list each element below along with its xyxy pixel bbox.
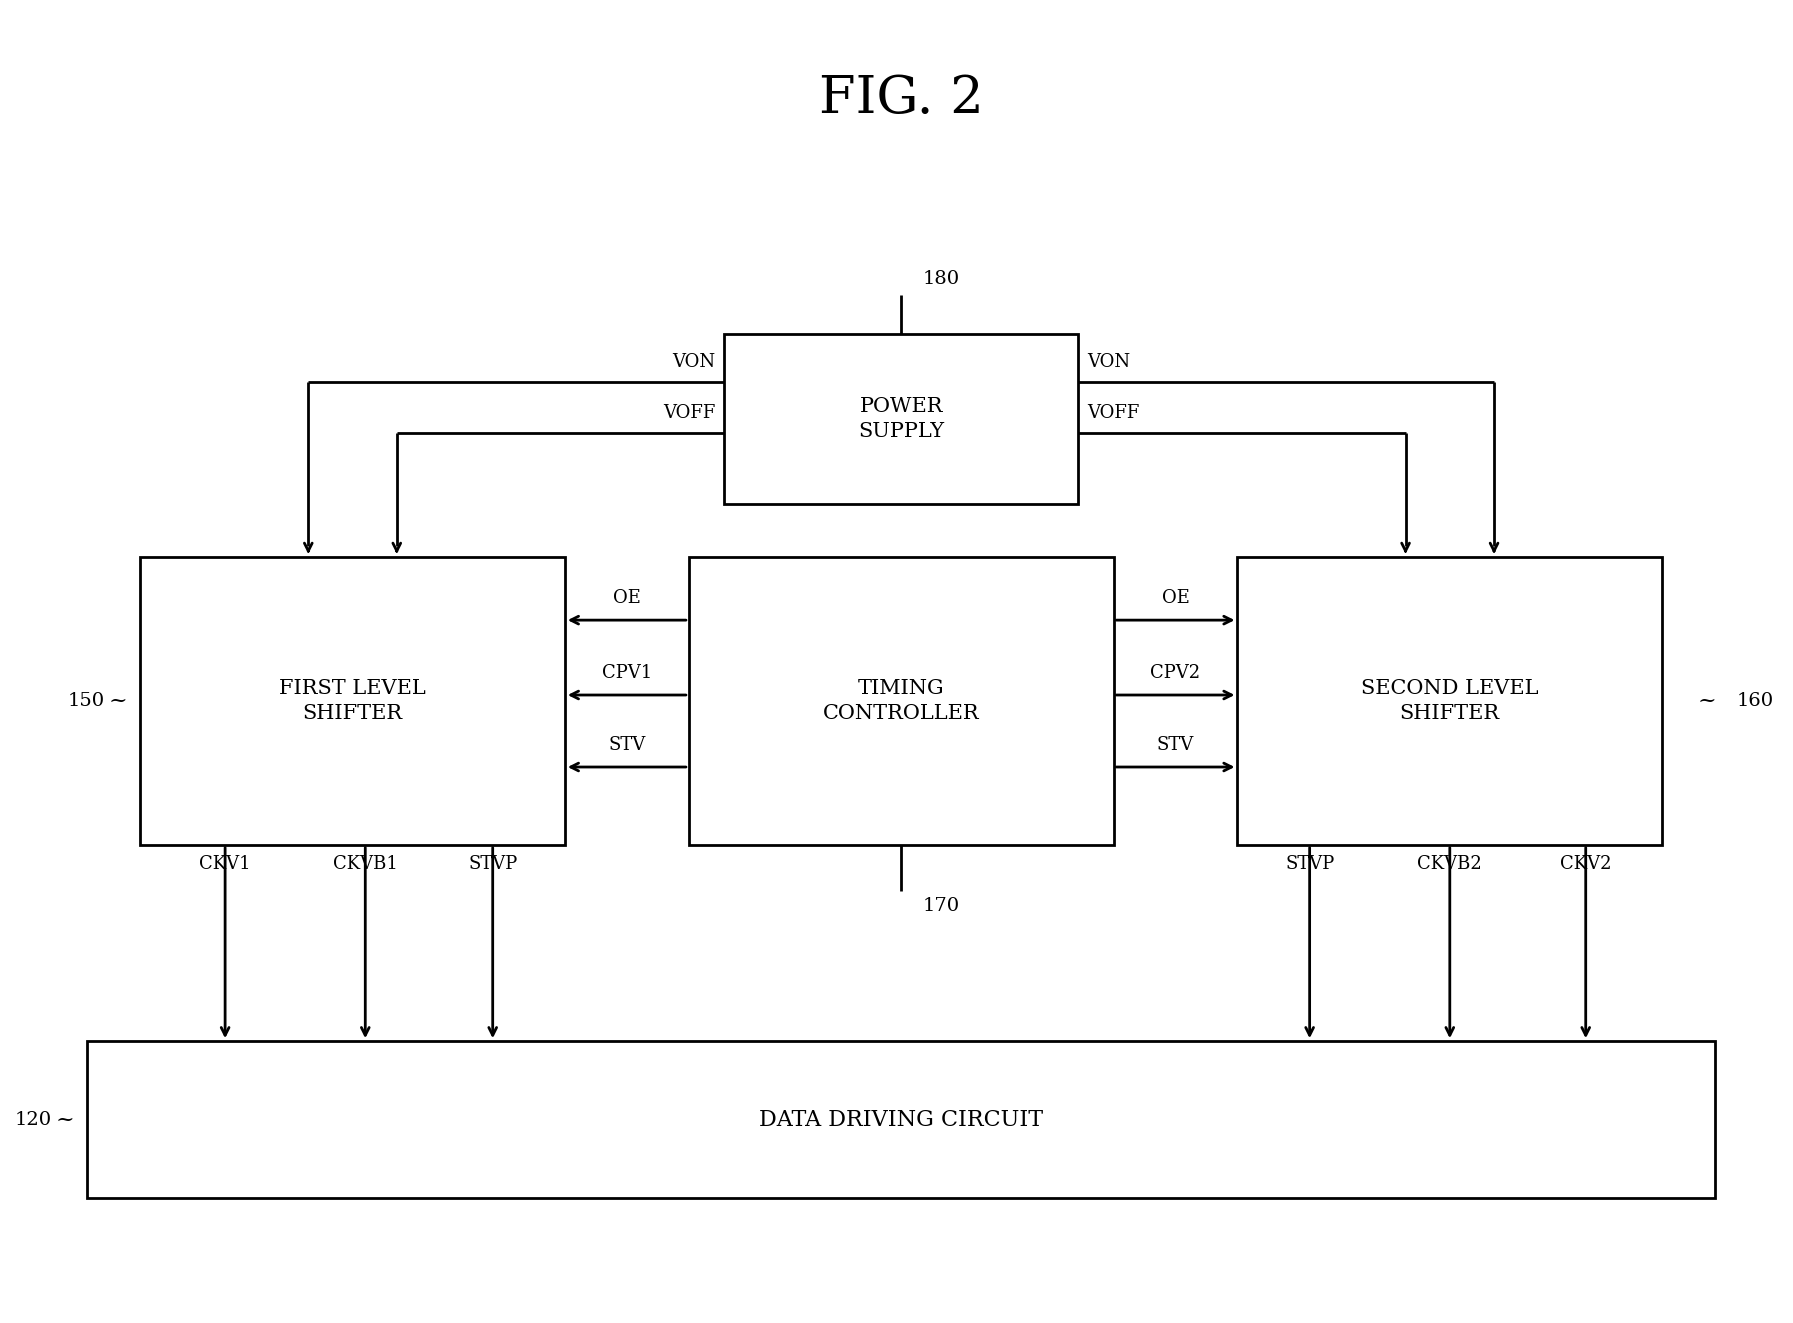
Text: CPV1: CPV1 <box>602 664 653 681</box>
Text: TIMING
CONTROLLER: TIMING CONTROLLER <box>823 679 979 722</box>
Text: VON: VON <box>672 353 715 372</box>
Text: 150: 150 <box>68 692 104 709</box>
Text: ~: ~ <box>1698 689 1716 712</box>
Text: CPV2: CPV2 <box>1151 664 1201 681</box>
Text: STVP: STVP <box>468 855 518 873</box>
Text: VOFF: VOFF <box>1087 405 1139 422</box>
Text: DATA DRIVING CIRCUIT: DATA DRIVING CIRCUIT <box>758 1109 1044 1131</box>
Text: STVP: STVP <box>1286 855 1334 873</box>
Bar <box>724 335 1078 504</box>
Text: CKVB2: CKVB2 <box>1418 855 1483 873</box>
Text: OE: OE <box>1162 589 1189 607</box>
Text: 160: 160 <box>1736 692 1773 709</box>
Text: ~: ~ <box>56 1109 74 1131</box>
Text: STV: STV <box>1156 736 1194 754</box>
Text: OE: OE <box>613 589 640 607</box>
Text: POWER
SUPPLY: POWER SUPPLY <box>859 397 945 442</box>
Text: 180: 180 <box>922 270 959 288</box>
Text: ~: ~ <box>108 689 127 712</box>
Text: 120: 120 <box>14 1111 52 1129</box>
Text: FIG. 2: FIG. 2 <box>819 73 984 124</box>
Bar <box>1237 557 1662 845</box>
Text: FIRST LEVEL
SHIFTER: FIRST LEVEL SHIFTER <box>280 679 427 722</box>
Text: 170: 170 <box>922 897 959 916</box>
Text: CKVB1: CKVB1 <box>333 855 398 873</box>
Bar <box>88 1041 1716 1199</box>
Text: CKV1: CKV1 <box>199 855 251 873</box>
Text: STV: STV <box>608 736 645 754</box>
Bar <box>689 557 1113 845</box>
Text: CKV2: CKV2 <box>1560 855 1612 873</box>
Text: VON: VON <box>1087 353 1130 372</box>
Text: VOFF: VOFF <box>663 405 715 422</box>
Bar <box>140 557 565 845</box>
Text: SECOND LEVEL
SHIFTER: SECOND LEVEL SHIFTER <box>1361 679 1538 722</box>
